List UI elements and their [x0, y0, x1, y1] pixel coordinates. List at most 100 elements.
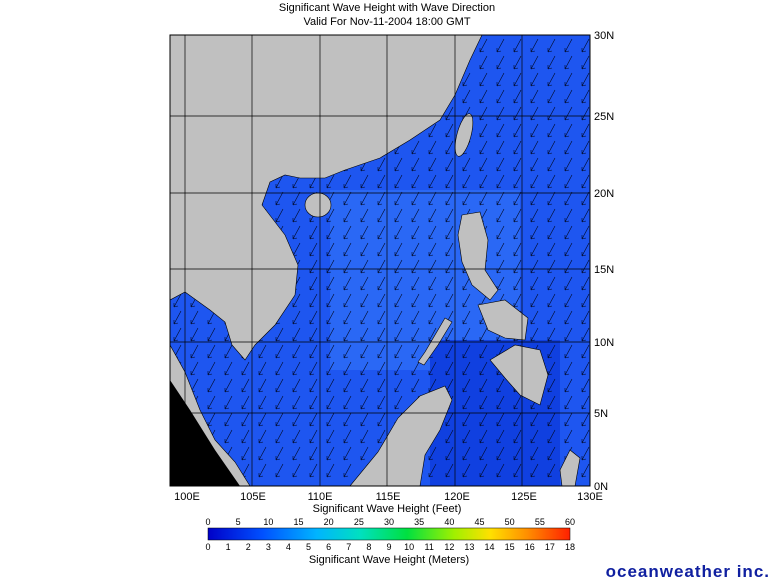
wave-arrow	[513, 293, 522, 308]
wave-arrow	[207, 327, 216, 342]
wave-arrow	[258, 361, 267, 376]
wave-arrow	[445, 259, 454, 274]
wave-arrow	[581, 242, 590, 257]
wave-arrow	[581, 191, 590, 206]
wave-arrow	[496, 191, 505, 206]
wave-arrow	[343, 378, 352, 393]
wave-arrow	[411, 378, 420, 393]
wave-arrow	[445, 446, 454, 461]
feet-tick-label: 50	[505, 517, 515, 527]
land-hainan	[304, 192, 332, 218]
wave-arrow	[479, 123, 488, 138]
wave-arrow	[479, 191, 488, 206]
latitude-labels: 30N 25N 20N 15N 10N 5N 0N	[594, 30, 614, 493]
wave-arrow	[326, 378, 335, 393]
wave-arrow	[360, 259, 369, 274]
wave-arrow	[547, 446, 556, 461]
wave-arrow	[207, 378, 216, 393]
wave-arrow	[241, 429, 250, 444]
wave-arrow	[360, 327, 369, 342]
meter-tick-label: 13	[464, 542, 474, 552]
wave-arrow	[309, 378, 318, 393]
wave-arrow	[530, 106, 539, 121]
wave-arrow	[309, 429, 318, 444]
map-frame	[169, 34, 591, 487]
wave-arrow	[445, 157, 454, 172]
wave-arrow	[343, 361, 352, 376]
wave-arrow	[564, 174, 573, 189]
wave-arrow	[360, 208, 369, 223]
wave-arrow	[462, 191, 471, 206]
wave-arrow	[513, 140, 522, 155]
wave-arrow	[360, 412, 369, 427]
wave-arrow	[530, 310, 539, 325]
land-sulawesi	[559, 449, 581, 486]
meter-tick-label: 17	[545, 542, 555, 552]
wave-arrow	[428, 208, 437, 223]
wave-arrow	[564, 412, 573, 427]
latitude-label: 20N	[594, 188, 614, 200]
meter-tick-label: 15	[505, 542, 515, 552]
wave-arrow	[530, 293, 539, 308]
wave-arrow	[530, 225, 539, 240]
wave-arrow	[275, 327, 284, 342]
wave-arrow	[530, 191, 539, 206]
wave-arrow	[326, 276, 335, 291]
wave-arrow	[462, 72, 471, 87]
wave-arrow	[428, 361, 437, 376]
latitude-label: 25N	[594, 111, 614, 123]
wave-arrow	[309, 276, 318, 291]
wave-arrow	[275, 174, 284, 189]
wave-arrow	[411, 225, 420, 240]
wave-arrow	[496, 259, 505, 274]
wave-arrow	[309, 412, 318, 427]
wave-arrow	[513, 395, 522, 410]
meter-tick-label: 5	[306, 542, 311, 552]
meter-tick-label: 3	[266, 542, 271, 552]
wave-arrow	[513, 72, 522, 87]
wave-arrow	[394, 242, 403, 257]
wave-arrow	[496, 429, 505, 444]
latitude-label: 30N	[594, 30, 614, 42]
brand: oceanweather inc.	[606, 562, 770, 581]
wave-arrow	[564, 378, 573, 393]
wave-arrow	[496, 242, 505, 257]
wave-arrow	[530, 38, 539, 53]
wave-arrow	[479, 344, 488, 359]
wave-arrow	[530, 463, 539, 478]
wave-arrow	[496, 208, 505, 223]
wave-arrow	[377, 208, 386, 223]
meter-tick-label: 1	[226, 542, 231, 552]
title: Significant Wave Height with Wave Direct…	[279, 2, 495, 14]
wave-arrow	[326, 225, 335, 240]
wave-arrow	[496, 446, 505, 461]
wave-arrow	[309, 259, 318, 274]
wave-arrow	[360, 378, 369, 393]
wave-arrow	[462, 463, 471, 478]
wave-arrow	[292, 395, 301, 410]
wave-arrow	[564, 310, 573, 325]
wave-arrow	[581, 310, 590, 325]
wave-arrow	[326, 463, 335, 478]
wave-arrow	[564, 106, 573, 121]
wave-arrow	[479, 327, 488, 342]
wave-arrow	[411, 208, 420, 223]
latitude-label: 15N	[594, 264, 614, 276]
wave-arrow	[326, 395, 335, 410]
wave-arrow	[581, 208, 590, 223]
wave-arrow	[360, 310, 369, 325]
wave-arrow	[428, 123, 437, 138]
land-luzon	[457, 211, 499, 301]
wave-arrow	[581, 225, 590, 240]
wave-arrow	[547, 310, 556, 325]
wave-arrow	[258, 395, 267, 410]
wave-arrow	[530, 327, 539, 342]
wave-arrow	[496, 463, 505, 478]
wave-arrow	[496, 106, 505, 121]
wave-arrow	[275, 463, 284, 478]
wave-arrow	[496, 395, 505, 410]
wave-arrow	[173, 293, 182, 308]
wave-arrow	[462, 361, 471, 376]
feet-tick-label: 30	[384, 517, 394, 527]
wave-arrow	[462, 157, 471, 172]
